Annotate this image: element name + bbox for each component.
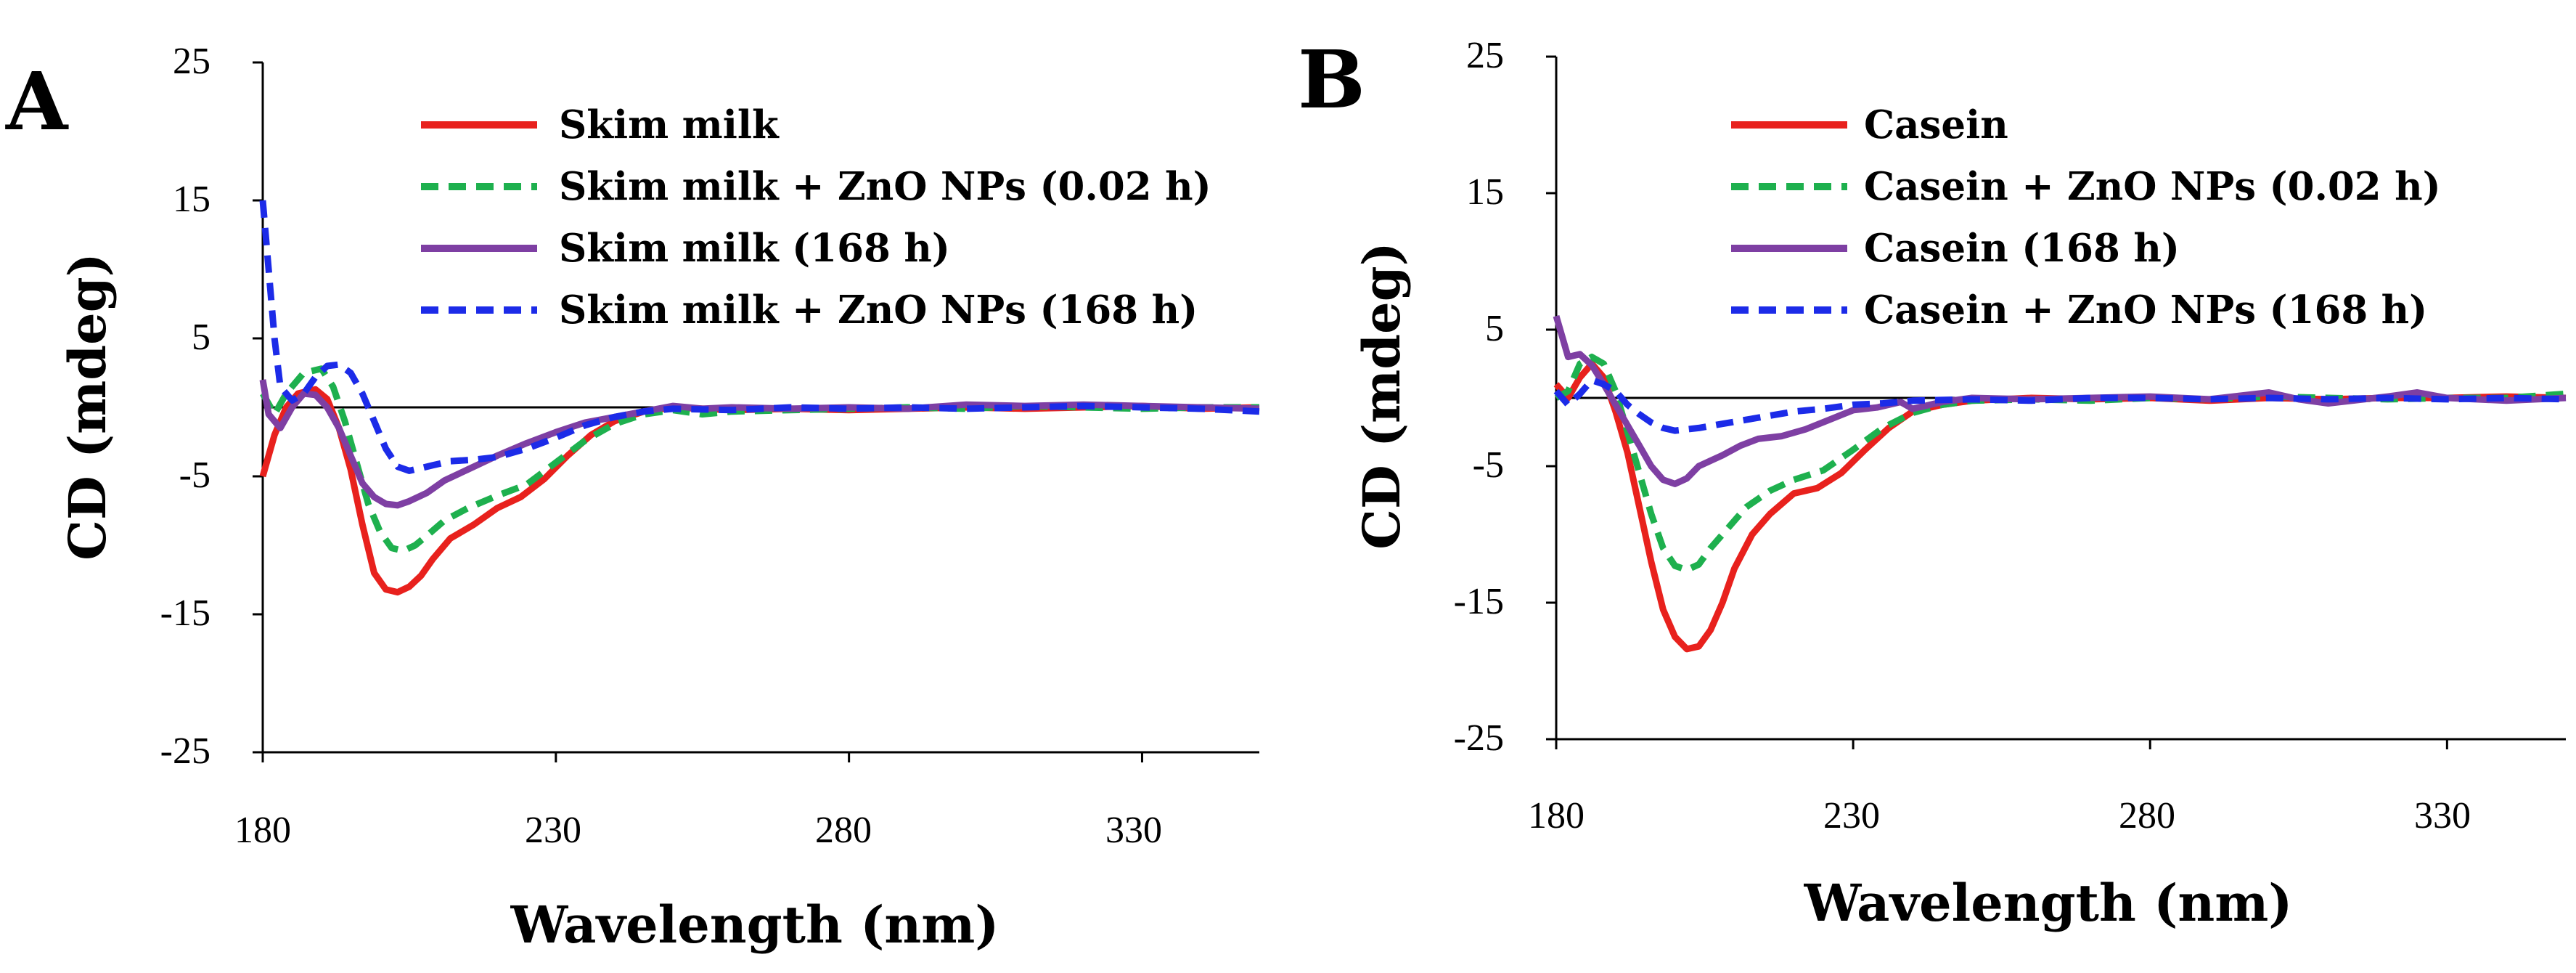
panel-b-ytick-label: -15 [1454,581,1504,622]
panel-a-xlabel: Wavelength (nm) [510,895,999,955]
panel-b-ylabel: CD (mdeg) [1352,242,1412,550]
panel-a-ylabel: CD (mdeg) [57,253,118,561]
panel-a-xticks: 180 230 280 330 [234,810,1162,851]
panel-a-series-line-3 [259,379,1260,509]
panel-a-xtick-label: 230 [525,810,581,851]
panel-a-legend-label: Skim milk [559,102,780,147]
panel-a-xtick-label: 180 [234,810,291,851]
panel-a-series-line-1 [259,386,1260,596]
panel-b-ytick-label: 5 [1485,308,1504,349]
panel-b-series-line-3 [1553,314,2567,487]
panel-b-legend: Casein Casein + ZnO NPs (0.02 h) Casein … [1864,102,2441,333]
panel-b-yticks: 25 15 5 -5 -15 -25 [1454,35,1504,759]
panel-a-ytick-label: -15 [160,593,210,634]
panel-a-xtick-label: 280 [815,810,872,851]
panel-b-letter: B [1298,33,1365,126]
panel-a-ytick-label: 5 [192,317,210,358]
panel-b-xtick-label: 330 [2414,795,2471,836]
panel-a-ytick-label: 15 [173,179,210,220]
panel-b-ytick-label: 15 [1466,171,1504,213]
panel-b-legend-label: Casein + ZnO NPs (0.02 h) [1864,164,2441,209]
panel-b: B CD (mdeg) Wavelength (nm) 25 15 5 -5 -… [1298,33,2567,933]
panel-a-xtick-label: 330 [1105,810,1162,851]
panel-b-series-line-1 [1553,360,2567,653]
panel-a-yticks: 25 15 5 -5 -15 -25 [160,41,210,772]
panel-a-ytick-label: -5 [179,455,210,496]
panel-a-legend-label: Skim milk + ZnO NPs (168 h) [559,288,1198,333]
panel-a-series-line-4 [259,200,1260,474]
panel-b-legend-label: Casein + ZnO NPs (168 h) [1864,288,2427,333]
panel-b-series-line-4 [1553,377,2567,434]
panel-b-xtick-label: 280 [2119,795,2175,836]
panel-a: A CD (mdeg) Wavelength (nm) 25 15 5 -5 -… [5,41,1260,955]
panel-b-legend-label: Casein [1864,102,2008,147]
panel-a-legend-label: Skim milk + ZnO NPs (0.02 h) [559,164,1211,209]
panel-a-legend: Skim milk Skim milk + ZnO NPs (0.02 h) S… [559,102,1211,333]
panel-a-ytick-label: 25 [173,41,210,82]
panel-b-legend-label: Casein (168 h) [1864,226,2180,271]
panel-b-xticks: 180 230 280 330 [1528,795,2471,836]
panel-b-ytick-label: 25 [1466,35,1504,76]
panel-b-xtick-label: 180 [1528,795,1585,836]
panel-a-legend-label: Skim milk (168 h) [559,226,950,271]
panel-b-ytick-label: -5 [1473,444,1504,486]
panel-a-ytick-label: -25 [160,730,210,772]
panel-b-xlabel: Wavelength (nm) [1804,873,2293,933]
panel-b-ytick-label: -25 [1454,717,1504,759]
panel-a-letter: A [5,54,69,148]
panel-a-series-line-2 [260,365,1259,555]
panel-b-xtick-label: 230 [1823,795,1880,836]
